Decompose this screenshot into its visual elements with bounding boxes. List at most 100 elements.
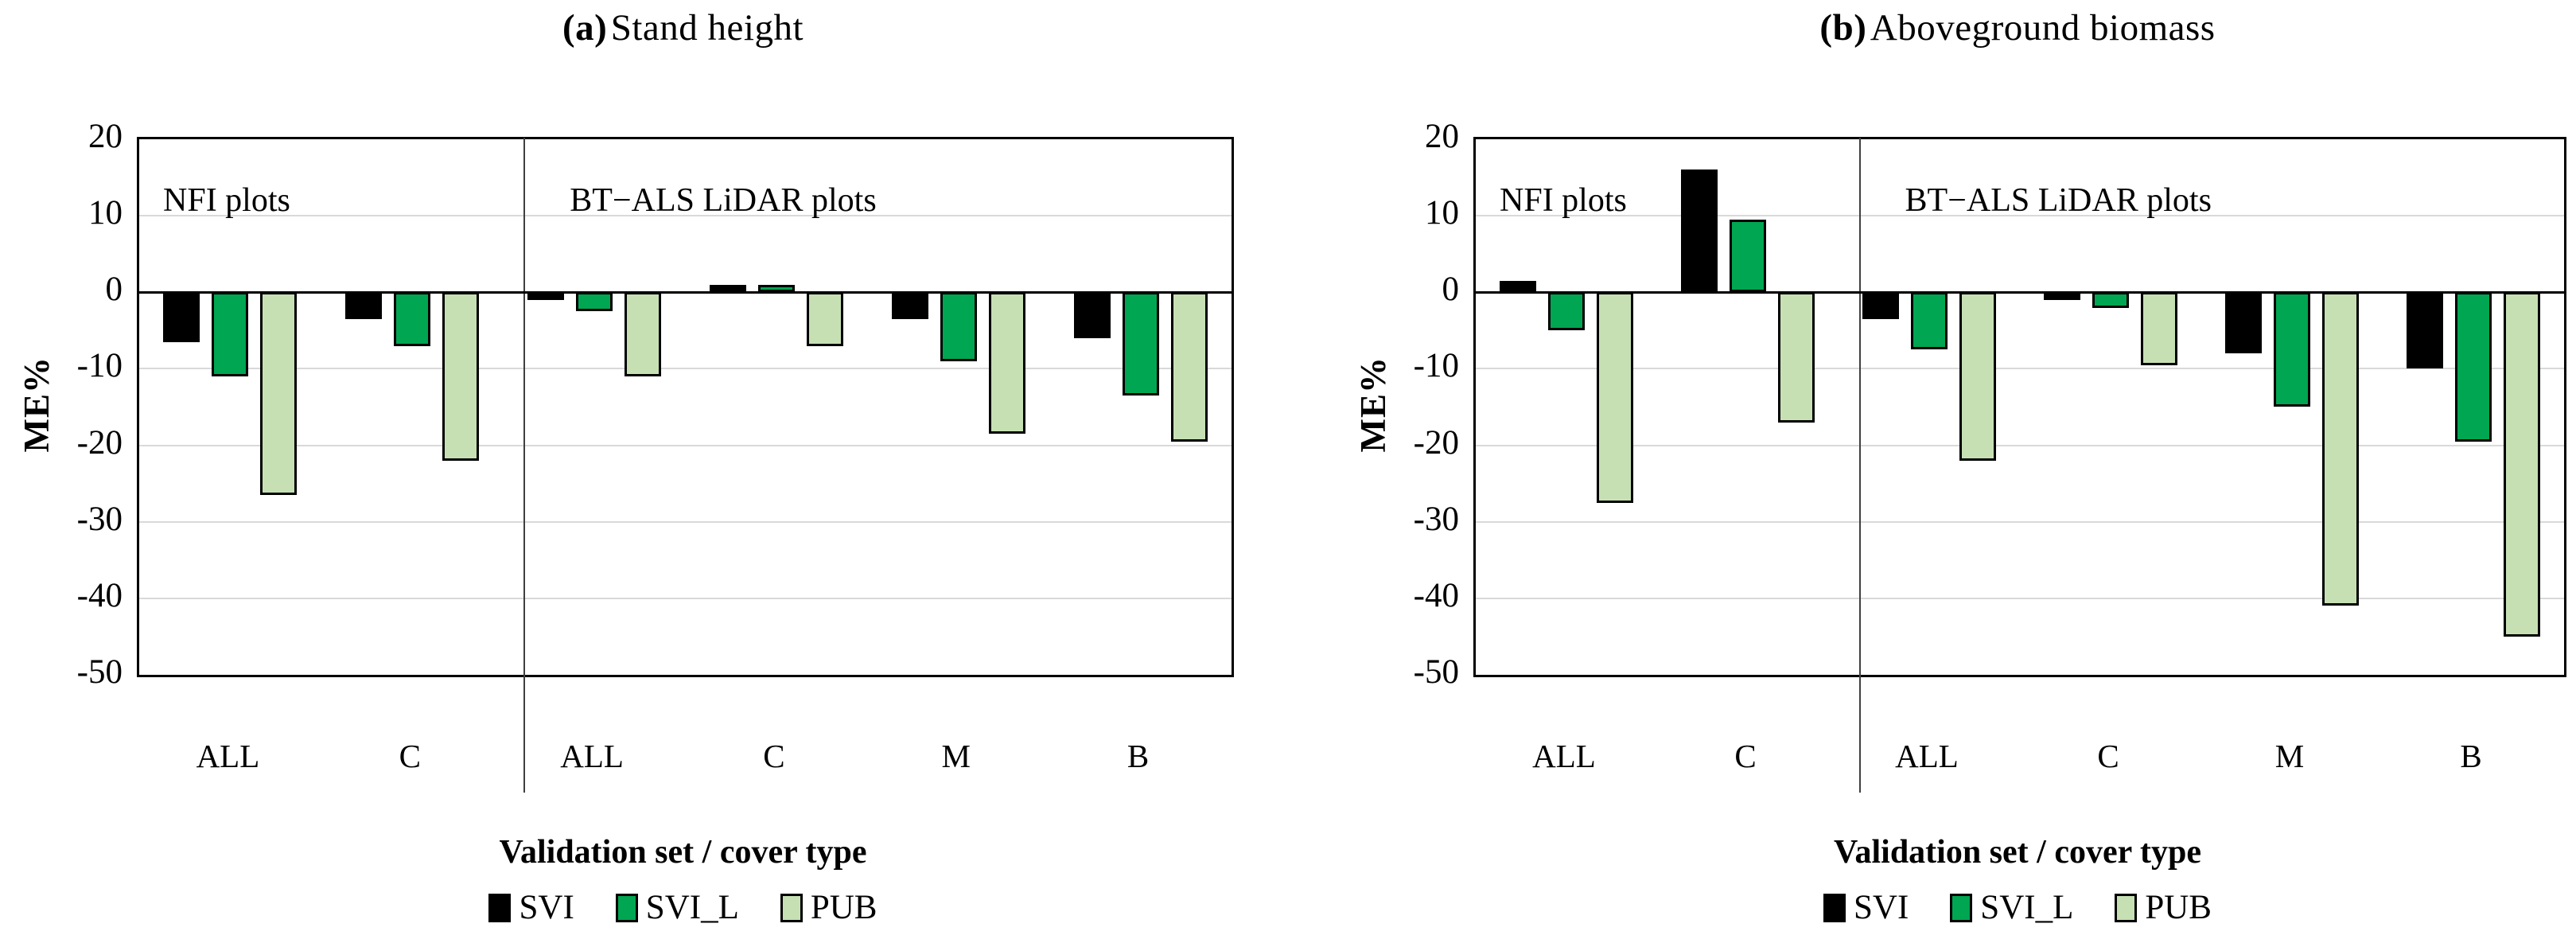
section-divider-line bbox=[523, 138, 526, 793]
chart-b-title-label: (b) bbox=[1819, 7, 1867, 49]
x-tick-label-C-3: C bbox=[2097, 738, 2119, 774]
bar-SVI_L-ALL-0 bbox=[212, 292, 249, 377]
bar-SVI-C-3 bbox=[709, 284, 746, 293]
legend-swatch-SVI_L bbox=[615, 894, 638, 922]
chart-a-title-text: Stand height bbox=[610, 7, 804, 49]
bar-SVI_L-ALL-2 bbox=[1911, 292, 1948, 350]
bar-SVI-M-4 bbox=[891, 292, 928, 319]
zero-axis-line bbox=[1476, 291, 2564, 294]
section-label-bt-als-lidar-plots: BT−ALS LiDAR plots bbox=[1905, 182, 2212, 219]
bar-SVI_L-C-1 bbox=[1730, 219, 1766, 293]
y-tick-label--20: -20 bbox=[76, 423, 123, 462]
bar-SVI-B-5 bbox=[1073, 292, 1111, 338]
legend-swatch-SVI_L bbox=[1950, 894, 1973, 922]
chart-a-title-label: (a) bbox=[562, 7, 608, 49]
chart-b-plot-area: NFI plots BT−ALS LiDAR plots bbox=[1473, 137, 2566, 793]
chart-b-legend: SVI SVI_L PUB bbox=[1473, 880, 2562, 936]
bar-SVI_L-C-3 bbox=[2092, 292, 2129, 308]
legend-label-SVI: SVI bbox=[519, 889, 574, 926]
y-tick-label-20: 20 bbox=[88, 118, 123, 155]
legend-item-SVI: SVI bbox=[1823, 884, 1909, 932]
section-divider-line bbox=[1858, 138, 1861, 793]
legend-item-SVI: SVI bbox=[488, 884, 574, 932]
bar-SVI_L-M-4 bbox=[2274, 292, 2310, 407]
legend-item-SVI_L: SVI_L bbox=[1950, 884, 2073, 932]
gridline--40 bbox=[1476, 597, 2564, 599]
chart-a-legend: SVI SVI_L PUB bbox=[137, 880, 1229, 936]
gridline--30 bbox=[139, 520, 1232, 523]
bar-SVI-M-4 bbox=[2225, 292, 2262, 354]
legend-item-PUB: PUB bbox=[780, 884, 877, 932]
y-tick-label--30: -30 bbox=[76, 500, 123, 538]
gridline--20 bbox=[1476, 444, 2564, 446]
x-tick-label-C-1: C bbox=[1734, 738, 1757, 774]
legend-label-SVI: SVI bbox=[1853, 889, 1909, 926]
bar-SVI_L-C-3 bbox=[757, 284, 795, 293]
zero-axis-line bbox=[139, 291, 1232, 294]
bar-SVI_L-B-5 bbox=[1122, 292, 1159, 396]
y-tick-label--50: -50 bbox=[1413, 653, 1459, 691]
legend-swatch-PUB bbox=[780, 894, 803, 922]
bar-PUB-ALL-2 bbox=[1959, 292, 1996, 461]
gridline--10 bbox=[139, 368, 1232, 370]
bar-SVI_L-ALL-2 bbox=[576, 292, 613, 312]
bar-PUB-ALL-0 bbox=[1597, 292, 1633, 503]
legend-item-SVI_L: SVI_L bbox=[615, 884, 739, 932]
legend-label-PUB: PUB bbox=[810, 889, 877, 926]
gridline--30 bbox=[1476, 520, 2564, 523]
bar-SVI_L-M-4 bbox=[940, 292, 977, 361]
chart-b-x-axis-title: Validation set / cover type bbox=[1834, 834, 2201, 871]
y-tick-label--30: -30 bbox=[1413, 500, 1459, 538]
section-label-nfi-plots: NFI plots bbox=[1500, 182, 1627, 219]
bar-SVI_L-ALL-0 bbox=[1548, 292, 1585, 331]
bar-PUB-C-3 bbox=[2141, 292, 2177, 365]
chart-a-x-axis-title: Validation set / cover type bbox=[499, 834, 867, 871]
y-tick-label--10: -10 bbox=[1413, 347, 1459, 385]
y-tick-label--40: -40 bbox=[76, 576, 123, 614]
x-tick-label-ALL-0: ALL bbox=[196, 738, 260, 774]
legend-item-PUB: PUB bbox=[2115, 884, 2212, 932]
gridline-10 bbox=[139, 215, 1232, 217]
chart-b-title: (b) Aboveground biomass bbox=[1473, 3, 2562, 53]
y-tick-label--40: -40 bbox=[1413, 576, 1459, 614]
bar-PUB-M-4 bbox=[988, 292, 1025, 434]
bar-PUB-C-1 bbox=[1778, 292, 1815, 423]
legend-label-PUB: PUB bbox=[2145, 889, 2212, 926]
chart-a-title: (a) Stand height bbox=[137, 3, 1229, 53]
chart-b: (b) Aboveground biomass ME% NFI plots BT… bbox=[1288, 0, 2576, 943]
x-tick-label-ALL-2: ALL bbox=[560, 738, 624, 774]
x-tick-label-C-1: C bbox=[399, 738, 421, 774]
y-tick-label-10: 10 bbox=[88, 194, 123, 232]
chart-b-title-text: Aboveground biomass bbox=[1870, 7, 2216, 49]
y-tick-label--50: -50 bbox=[76, 653, 123, 691]
gridline--40 bbox=[139, 597, 1232, 599]
x-tick-label-ALL-0: ALL bbox=[1532, 738, 1596, 774]
legend-label-SVI_L: SVI_L bbox=[1980, 889, 2074, 926]
y-tick-label-20: 20 bbox=[1425, 118, 1459, 155]
x-tick-label-B-5: B bbox=[2460, 738, 2482, 774]
bar-PUB-B-5 bbox=[2504, 292, 2540, 637]
bar-PUB-C-3 bbox=[806, 292, 843, 346]
bar-PUB-C-1 bbox=[442, 292, 480, 461]
bar-PUB-B-5 bbox=[1170, 292, 1208, 442]
gridline--10 bbox=[1476, 368, 2564, 370]
bar-SVI-ALL-2 bbox=[1862, 292, 1899, 319]
x-tick-label-M-4: M bbox=[2274, 738, 2305, 774]
y-tick-label-0: 0 bbox=[105, 271, 123, 309]
gridline-10 bbox=[1476, 215, 2564, 217]
y-tick-label--10: -10 bbox=[76, 347, 123, 385]
bar-PUB-M-4 bbox=[2322, 292, 2359, 606]
bar-SVI_L-C-1 bbox=[394, 292, 431, 346]
bar-SVI-C-1 bbox=[1681, 170, 1718, 293]
bar-SVI-B-5 bbox=[2407, 292, 2443, 369]
y-tick-label-10: 10 bbox=[1425, 194, 1459, 232]
legend-swatch-PUB bbox=[2115, 894, 2138, 922]
bar-SVI-ALL-0 bbox=[1500, 280, 1536, 293]
x-tick-label-M-4: M bbox=[941, 738, 971, 774]
x-tick-label-C-3: C bbox=[763, 738, 785, 774]
section-label-bt-als-lidar-plots: BT−ALS LiDAR plots bbox=[570, 182, 877, 219]
bar-SVI_L-B-5 bbox=[2455, 292, 2492, 442]
chart-a: (a) Stand height ME% NFI plots BT−ALS Li… bbox=[17, 3, 1234, 936]
x-tick-label-B-5: B bbox=[1127, 738, 1150, 774]
chart-a-plot-area: NFI plots BT−ALS LiDAR plots bbox=[137, 137, 1234, 793]
